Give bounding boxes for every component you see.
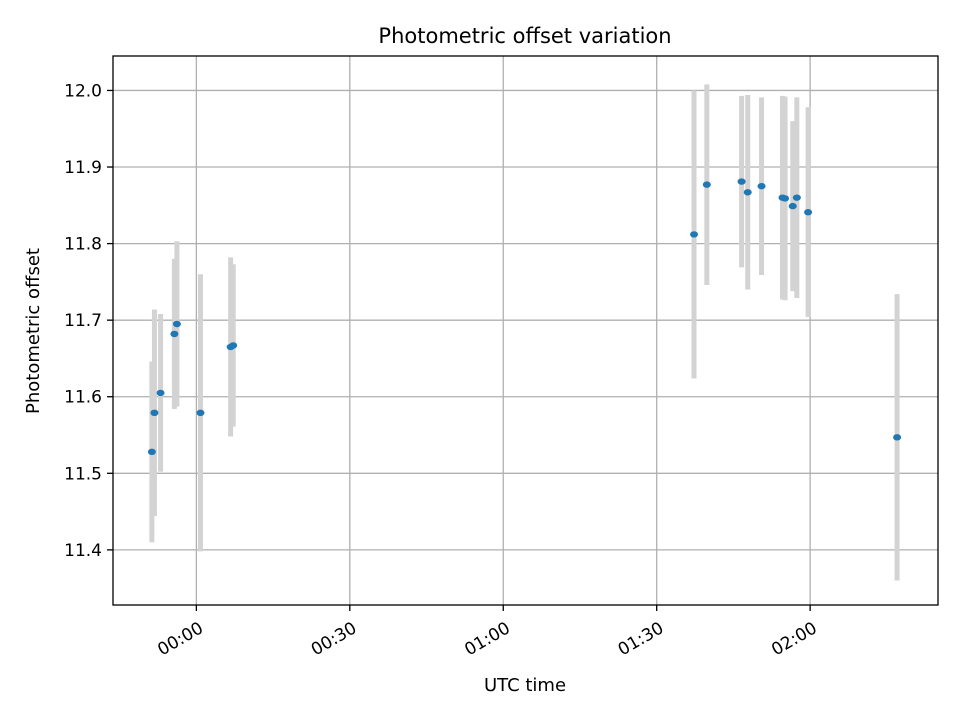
y-tick-label: 12.0 bbox=[64, 81, 102, 101]
y-tick-label: 11.7 bbox=[64, 311, 102, 331]
y-axis-label: Photometric offset bbox=[23, 248, 44, 414]
data-point bbox=[757, 182, 766, 190]
grid-lines bbox=[113, 56, 938, 605]
data-point bbox=[229, 342, 238, 349]
y-tick-label: 11.5 bbox=[64, 464, 102, 484]
data-point bbox=[170, 330, 179, 338]
plot-frame bbox=[112, 55, 939, 606]
data-point bbox=[804, 209, 813, 216]
data-point bbox=[702, 181, 711, 188]
chart-title: Photometric offset variation bbox=[378, 24, 671, 48]
data-point bbox=[893, 434, 902, 441]
data-point bbox=[156, 389, 165, 397]
data-point bbox=[690, 231, 699, 238]
data-point bbox=[147, 448, 156, 456]
y-tick-label: 11.4 bbox=[64, 541, 102, 561]
y-tick-label: 11.6 bbox=[64, 388, 102, 408]
data-point bbox=[150, 409, 159, 417]
data-point bbox=[788, 202, 797, 210]
data-point bbox=[172, 320, 181, 328]
data-point bbox=[737, 178, 746, 185]
data-point bbox=[196, 409, 205, 417]
data-points bbox=[147, 178, 902, 456]
y-tick-label: 11.9 bbox=[64, 158, 102, 178]
data-point bbox=[743, 189, 752, 196]
y-axis-ticks: 11.4 11.5 11.6 11.7 11.8 11.9 12.0 bbox=[64, 81, 113, 561]
x-axis-label: UTC time bbox=[484, 675, 566, 696]
data-point bbox=[792, 194, 801, 201]
data-point bbox=[781, 195, 790, 202]
y-tick-label: 11.8 bbox=[64, 235, 102, 255]
